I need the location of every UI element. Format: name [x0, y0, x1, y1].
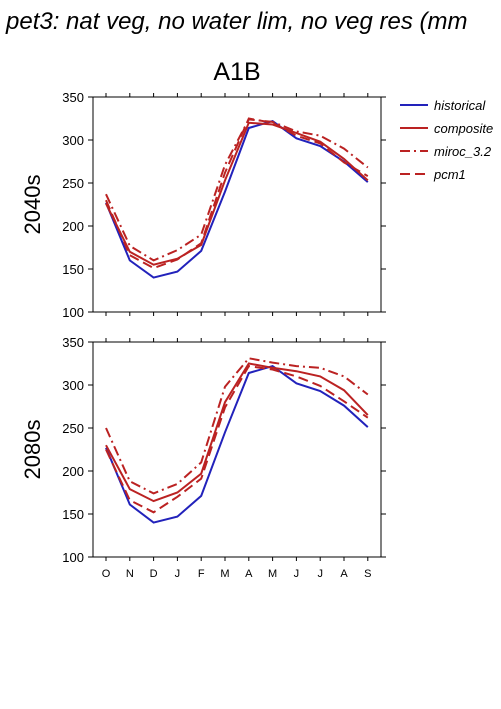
x-tick-label: J: [294, 568, 300, 580]
x-tick-label: N: [126, 568, 134, 580]
panel-label: 2080s: [20, 420, 45, 480]
y-tick-label: 200: [62, 464, 84, 479]
series-line-pcm1: [105, 117, 369, 270]
y-tick-label: 150: [62, 507, 84, 522]
plot-frame: [92, 341, 382, 558]
x-tick-label: F: [198, 568, 205, 580]
legend-label: miroc_3.2: [434, 144, 492, 159]
series-line-miroc-3-2: [105, 357, 369, 495]
panel-2040s: 100 150 200 250 300 350 2040s: [20, 90, 386, 320]
chart-panels: 100 150 200 250 300 350 2040s 100 150 200 250 300 35…: [20, 90, 386, 580]
x-tick-label: A: [245, 568, 253, 580]
x-tick-label: J: [317, 568, 323, 580]
series-line-miroc-3-2: [105, 118, 369, 262]
y-tick-label: 350: [62, 90, 84, 105]
series-line-composite: [105, 362, 369, 503]
x-tick-label: S: [364, 568, 371, 580]
y-tick-label: 150: [62, 262, 84, 277]
x-tick-label: D: [150, 568, 158, 580]
legend-label: historical: [434, 98, 486, 113]
legend-label: composite: [434, 121, 493, 136]
x-tick-label: M: [268, 568, 277, 580]
panel-2080s: 100 150 200 250 300 350 O N D J F M A M J J A S 2080s: [20, 335, 386, 580]
y-tick-label: 100: [62, 305, 84, 320]
series-line-historical: [105, 120, 369, 279]
y-tick-label: 300: [62, 378, 84, 393]
chart-legend: historical composite miroc_3.2 pcm1: [400, 98, 493, 182]
y-tick-label: 250: [62, 176, 84, 191]
legend-label: pcm1: [433, 167, 466, 182]
x-tick-label: M: [220, 568, 229, 580]
x-tick-label: J: [175, 568, 181, 580]
y-tick-label: 200: [62, 219, 84, 234]
panel-label: 2040s: [20, 175, 45, 235]
series-line-historical: [105, 365, 369, 524]
plot-frame: [92, 96, 382, 313]
page-title: pet3: nat veg, no water lim, no veg res …: [5, 8, 468, 35]
x-tick-label: A: [340, 568, 348, 580]
series-line-composite: [105, 121, 369, 266]
y-tick-label: 350: [62, 335, 84, 350]
series-line-pcm1: [105, 365, 369, 514]
y-tick-label: 300: [62, 133, 84, 148]
scenario-title: A1B: [213, 58, 260, 86]
y-tick-label: 100: [62, 550, 84, 565]
x-tick-label: O: [102, 568, 111, 580]
y-tick-label: 250: [62, 421, 84, 436]
